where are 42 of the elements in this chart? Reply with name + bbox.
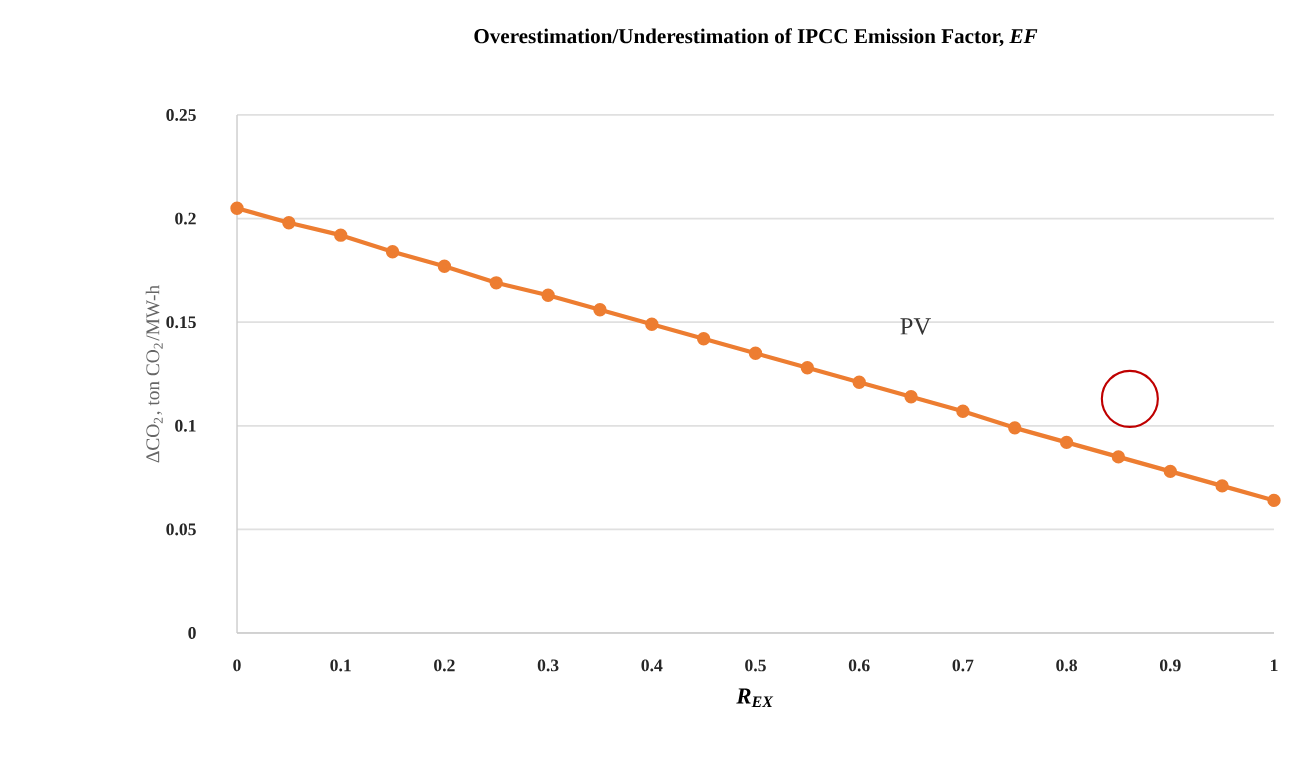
x-tick-label: 0.7 bbox=[952, 659, 974, 672]
point bbox=[1111, 450, 1126, 464]
point bbox=[748, 346, 763, 360]
point bbox=[541, 288, 555, 302]
x-tick-label: 0.9 bbox=[1159, 659, 1181, 672]
y-tick-label: 0 bbox=[188, 627, 196, 639]
x-tick-label: 0.1 bbox=[330, 659, 351, 672]
text: PV bbox=[900, 318, 931, 335]
point bbox=[1008, 421, 1022, 435]
y-tick-label: 0.05 bbox=[166, 523, 196, 536]
y-tick-label: 0.25 bbox=[166, 109, 196, 121]
x-tick-label: 0 bbox=[233, 659, 241, 672]
point bbox=[904, 390, 918, 404]
point bbox=[230, 201, 244, 215]
point bbox=[437, 259, 452, 273]
point bbox=[593, 303, 607, 317]
x-tick-label: 0.6 bbox=[848, 659, 870, 672]
point bbox=[1059, 435, 1074, 450]
x-tick-label: 0.5 bbox=[745, 659, 766, 672]
point bbox=[696, 332, 711, 346]
y-tick-label: 0.1 bbox=[175, 419, 196, 432]
point bbox=[800, 361, 815, 375]
point bbox=[489, 276, 503, 290]
x-axis-title: R$_{EX}$ bbox=[736, 688, 774, 707]
point bbox=[282, 216, 296, 230]
x-tick-label: 0.2 bbox=[434, 659, 455, 672]
y-tick-label: 0.15 bbox=[166, 316, 196, 329]
chart-title: Overestimation/Underestimation of IPCC Emission Factor, EF bbox=[474, 28, 1038, 47]
point bbox=[1267, 493, 1281, 508]
point bbox=[1163, 464, 1177, 479]
point bbox=[1215, 479, 1229, 493]
y-axis-title: ΔCO$_{2}$, ton CO$_{2}$/MW-h bbox=[145, 285, 163, 463]
point bbox=[956, 404, 970, 418]
x-tick-label: 0.8 bbox=[1056, 659, 1078, 672]
point bbox=[334, 228, 348, 242]
x-tick-label: 1 bbox=[1271, 659, 1278, 672]
x-tick-label: 0.3 bbox=[537, 659, 559, 672]
x-tick-label: 0.4 bbox=[641, 659, 663, 672]
point bbox=[645, 317, 659, 331]
point bbox=[852, 375, 866, 389]
y-tick-label: 0.2 bbox=[175, 212, 196, 225]
point bbox=[385, 245, 400, 259]
